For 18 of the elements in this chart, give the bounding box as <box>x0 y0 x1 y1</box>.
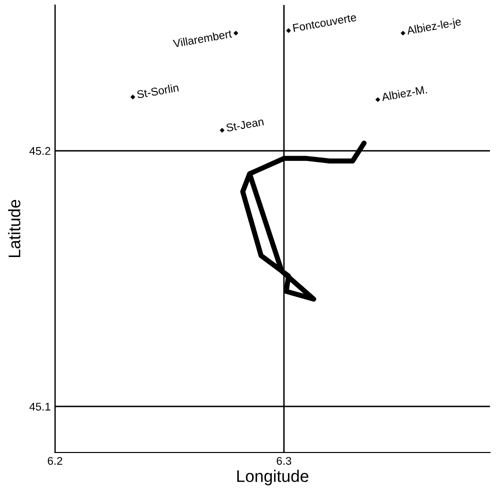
annotation: St-Sorlin <box>136 83 179 99</box>
point <box>130 94 136 100</box>
point <box>286 28 291 33</box>
point <box>220 128 225 133</box>
point <box>400 30 406 36</box>
x-tick-label: 6.3 <box>276 456 292 465</box>
point <box>233 30 238 36</box>
point <box>375 97 380 102</box>
annotation: Villarembert <box>172 29 232 48</box>
y-axis-title: Latitude <box>8 200 20 258</box>
annotation: Albiez-M. <box>381 85 428 102</box>
y-tick-label: 45.2 <box>29 147 50 155</box>
annotation: Fontcouverte <box>292 13 357 32</box>
annotation: Albiez-le-je <box>406 17 462 37</box>
x-axis-title: Longitude <box>237 470 308 486</box>
y-tick-label: 45.1 <box>29 402 50 411</box>
annotation: St-Jean <box>226 118 264 132</box>
x-tick-label: 6.2 <box>48 456 62 465</box>
